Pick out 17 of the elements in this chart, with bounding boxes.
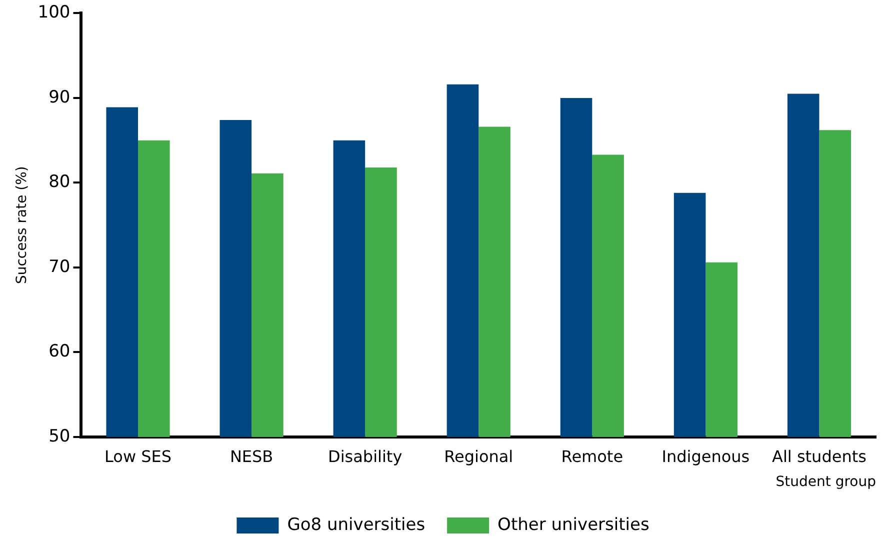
- x-tick-label: Regional: [444, 446, 514, 466]
- x-tick-label: Disability: [328, 446, 402, 466]
- y-tick-label: 80: [48, 172, 70, 192]
- x-tick-label: Remote: [561, 446, 624, 466]
- y-axis-title: Success rate (%): [14, 166, 30, 284]
- legend-label: Other universities: [498, 514, 650, 535]
- x-axis-title: Student group: [776, 474, 876, 490]
- legend-label: Go8 universities: [287, 514, 426, 535]
- y-tick-label: 60: [48, 342, 70, 362]
- x-tick-label: Low SES: [104, 446, 172, 466]
- x-tick-label: NESB: [230, 446, 274, 466]
- x-tick-label: All students: [772, 446, 866, 466]
- y-tick-label: 50: [48, 426, 70, 446]
- y-tick-label: 70: [48, 256, 70, 277]
- y-tick-label: 90: [48, 87, 70, 108]
- y-tick-label: 100: [38, 2, 70, 23]
- x-tick-label: Indigenous: [662, 446, 750, 466]
